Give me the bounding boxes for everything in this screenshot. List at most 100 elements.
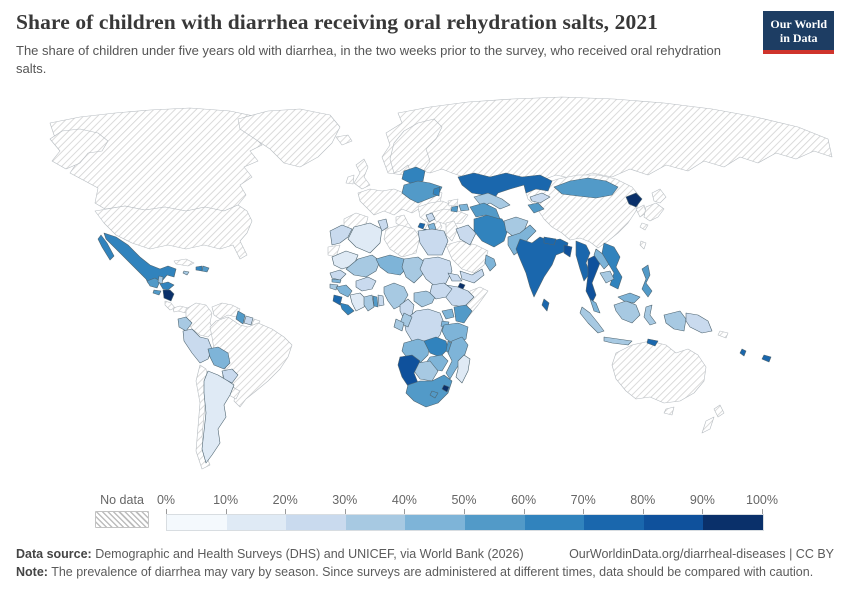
country-malaysia[interactable] — [589, 298, 601, 314]
country-cote-divoire[interactable] — [349, 292, 367, 312]
country-azerbaijan[interactable] — [458, 203, 470, 212]
country-sri-lanka[interactable] — [541, 298, 550, 312]
country-mongolia[interactable] — [553, 177, 619, 199]
country-thailand[interactable] — [585, 254, 601, 304]
country-indonesia-java[interactable] — [603, 336, 633, 346]
country-ukraine[interactable] — [401, 180, 443, 204]
country-haiti[interactable] — [195, 265, 203, 272]
country-mozambique[interactable] — [445, 336, 469, 380]
legend-bucket-swatch[interactable] — [167, 515, 227, 530]
country-guinea[interactable] — [335, 284, 353, 298]
country-nepal[interactable] — [543, 236, 557, 246]
country-venezuela[interactable] — [211, 302, 241, 320]
legend-bucket-swatch[interactable] — [405, 515, 465, 530]
country-morocco[interactable] — [329, 224, 353, 246]
country-jamaica[interactable] — [182, 270, 190, 276]
country-lesotho[interactable] — [429, 390, 439, 399]
country-chad[interactable] — [401, 256, 427, 284]
country-madagascar[interactable] — [455, 354, 471, 384]
legend-bucket-swatch[interactable] — [703, 515, 763, 530]
country-liberia[interactable] — [339, 302, 355, 316]
country-nicaragua[interactable] — [162, 289, 175, 302]
country-tunisia[interactable] — [377, 218, 389, 232]
country-north-korea[interactable] — [625, 192, 643, 208]
legend-bucket-swatch[interactable] — [643, 515, 704, 530]
legend-bucket-swatch[interactable] — [524, 515, 585, 530]
country-iran[interactable] — [473, 214, 509, 248]
country-iraq[interactable] — [455, 224, 477, 246]
country-usa-alaska[interactable] — [49, 128, 109, 170]
country-russia[interactable] — [381, 96, 833, 184]
legend-bucket-swatch[interactable] — [286, 515, 346, 530]
country-burkina-faso[interactable] — [355, 276, 377, 292]
country-serbia[interactable] — [425, 212, 436, 223]
legend-bucket-swatch[interactable] — [464, 515, 525, 530]
country-gambia[interactable] — [331, 278, 342, 284]
country-suriname[interactable] — [243, 315, 254, 326]
country-egypt[interactable] — [417, 228, 449, 256]
country-turkey[interactable] — [429, 208, 469, 226]
country-costa-rica[interactable] — [164, 300, 176, 311]
country-south-sudan[interactable] — [429, 282, 453, 300]
owid-logo[interactable]: Our World in Data — [763, 11, 834, 54]
owid-link[interactable]: OurWorldinData.org/diarrheal-diseases | … — [569, 547, 834, 561]
legend-no-data-swatch[interactable] — [95, 511, 149, 528]
country-eswatini[interactable] — [441, 384, 450, 393]
country-japan-honshu[interactable] — [643, 202, 665, 222]
country-belarus[interactable] — [401, 166, 426, 184]
country-ireland[interactable] — [345, 174, 355, 185]
country-new-zealand[interactable] — [713, 404, 725, 418]
country-greenland[interactable] — [237, 108, 341, 168]
country-djibouti[interactable] — [457, 282, 466, 290]
country-guatemala[interactable] — [146, 277, 161, 289]
country-scandinavia[interactable] — [389, 118, 443, 178]
country-saudi-arabia[interactable] — [445, 240, 489, 274]
country-indonesia-kalimantan[interactable] — [613, 300, 641, 324]
country-cuba[interactable] — [173, 258, 195, 267]
country-usa[interactable] — [94, 204, 253, 260]
country-dominican-republic[interactable] — [201, 265, 210, 273]
country-guinea-bissau[interactable] — [329, 283, 339, 291]
legend-bucket-swatch[interactable] — [226, 515, 287, 530]
country-mali[interactable] — [345, 254, 381, 278]
country-kyrgyzstan[interactable] — [529, 192, 551, 204]
country-new-zealand-south[interactable] — [701, 416, 715, 434]
legend-bucket-swatch[interactable] — [345, 515, 406, 530]
country-united-kingdom[interactable] — [353, 158, 371, 190]
country-moldova[interactable] — [432, 186, 441, 197]
country-kenya[interactable] — [453, 304, 473, 324]
country-india[interactable] — [515, 236, 569, 298]
country-libya[interactable] — [383, 224, 421, 258]
country-turkmenistan[interactable] — [469, 202, 501, 220]
country-yemen[interactable] — [459, 268, 485, 284]
country-ecuador[interactable] — [177, 316, 193, 332]
country-vanuatu[interactable] — [739, 348, 747, 357]
country-mexico[interactable] — [103, 232, 177, 287]
country-south-africa[interactable] — [405, 374, 453, 408]
country-guyana[interactable] — [235, 310, 246, 325]
country-png[interactable] — [685, 312, 713, 334]
country-fiji[interactable] — [761, 354, 772, 363]
country-vietnam[interactable] — [601, 242, 623, 290]
country-senegal[interactable] — [329, 269, 347, 281]
country-argentina[interactable] — [201, 370, 235, 464]
legend-bucket-swatch[interactable] — [584, 515, 644, 530]
country-togo[interactable] — [372, 295, 379, 308]
country-benin[interactable] — [377, 294, 385, 307]
country-gabon[interactable] — [393, 318, 405, 332]
country-indonesia-sulawesi[interactable] — [643, 304, 657, 326]
country-australia[interactable] — [611, 340, 707, 404]
country-honduras[interactable] — [159, 281, 175, 291]
country-algeria[interactable] — [347, 222, 383, 254]
country-indonesia-sumatra[interactable] — [579, 306, 605, 334]
country-eritrea[interactable] — [447, 272, 463, 282]
country-taiwan[interactable] — [639, 240, 647, 250]
country-bangladesh[interactable] — [563, 244, 573, 258]
country-sudan[interactable] — [419, 256, 453, 288]
country-cambodia[interactable] — [599, 270, 615, 284]
country-el-salvador[interactable] — [152, 289, 162, 296]
country-sierra-leone[interactable] — [332, 294, 343, 306]
country-uganda[interactable] — [441, 308, 455, 320]
country-bolivia[interactable] — [207, 346, 231, 370]
country-georgia[interactable] — [447, 198, 459, 207]
